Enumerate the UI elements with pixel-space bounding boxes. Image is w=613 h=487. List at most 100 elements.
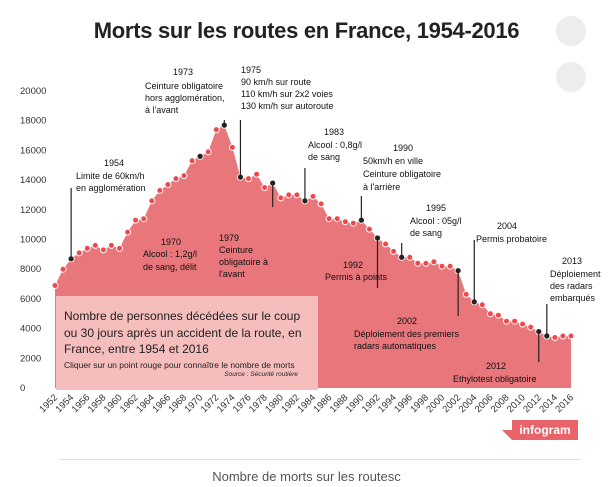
annotation-text: 130 km/h sur autoroute [241,101,334,111]
data-point-1993[interactable] [382,240,390,248]
annotation-text: de sang, délit [143,262,197,272]
annotation-2013: 2013 Déploiement des radars embarqués [544,256,601,339]
annotation-text: Ceinture obligatoire [145,81,223,91]
data-point-1978[interactable] [261,184,269,191]
data-point-2001[interactable] [446,262,454,270]
annotation-text: obligatoire à [219,257,268,267]
data-point-1986[interactable] [325,215,333,223]
annotation-1979: 1979 Ceinture obligatoire à l'avant [219,180,276,279]
data-point-2016[interactable] [567,332,575,340]
data-point-1956[interactable] [83,244,91,252]
data-point-1974[interactable] [228,143,236,151]
annotation-text: Limite de 60km/h [76,171,145,181]
data-point-1999[interactable] [430,258,438,266]
annotation-year: 1983 [324,127,344,137]
annotation-text: embarqués [550,293,596,303]
data-point-2007[interactable] [494,311,502,319]
data-point-1959[interactable] [107,241,115,249]
y-tick-label: 14000 [20,175,46,186]
annotation-marker [536,328,542,335]
data-point-1998[interactable] [422,259,430,267]
annotation-year: 1975 [241,65,261,75]
data-point-1960[interactable] [116,244,123,252]
annotation-text: de sang [308,152,340,162]
annotation-marker [237,174,244,180]
data-point-1968[interactable] [180,172,188,180]
annotation-year: 1970 [161,237,181,247]
data-point-2005[interactable] [478,301,486,309]
data-point-2009[interactable] [511,317,519,325]
data-point-1967[interactable] [172,175,180,183]
data-point-1997[interactable] [414,259,422,267]
data-point-1994[interactable] [390,247,398,255]
annotation-year: 1979 [219,233,239,243]
data-point-2011[interactable] [527,323,535,331]
data-point-1982[interactable] [293,191,301,199]
data-point-2006[interactable] [486,310,494,318]
data-point-2000[interactable] [438,262,446,270]
annotation-marker [358,217,364,223]
data-point-1966[interactable] [164,181,172,189]
data-point-1988[interactable] [341,218,349,226]
data-point-1964[interactable] [148,197,156,205]
annotation-text: Déploiement [550,269,601,279]
data-point-2008[interactable] [503,317,510,325]
data-point-1962[interactable] [132,216,140,224]
annotation-text: Ceinture obligatoire [363,169,441,179]
data-point-2015[interactable] [559,332,567,340]
data-point-1972[interactable] [212,126,220,134]
annotation-year: 1973 [173,67,193,77]
annotation-marker [270,180,276,186]
annotation-marker [221,122,227,128]
data-point-2003[interactable] [462,290,470,298]
data-point-1969[interactable] [188,157,196,165]
annotation-text: des radars [550,281,593,291]
data-point-1961[interactable] [124,228,132,236]
annotation-text: l'avant [219,269,245,279]
data-point-1980[interactable] [277,194,285,202]
data-point-1965[interactable] [156,187,164,194]
annotation-1995: 1995 Alcool : 05g/l de sang [399,203,462,260]
data-point-1977[interactable] [253,170,261,178]
data-point-1953[interactable] [59,265,67,273]
data-point-1957[interactable] [91,241,99,249]
data-point-2010[interactable] [519,320,527,328]
annotation-text: 50km/h en ville [363,156,423,166]
annotation-1975: 1975 90 km/h sur route 110 km/h sur 2x2 vo… [237,65,334,180]
share-icon[interactable] [556,16,586,46]
data-point-1971[interactable] [204,148,212,156]
y-tick-label: 0 [20,383,25,394]
chart-title: Morts sur les routes en France, 1954-201… [93,18,520,43]
data-point-1996[interactable] [406,253,414,261]
annotation-year: 2012 [486,361,506,371]
annotation-marker [197,153,203,159]
annotation-year: 2013 [562,256,582,266]
annotation-marker [302,198,308,204]
data-point-1963[interactable] [140,215,148,223]
data-point-2014[interactable] [551,334,559,341]
annotation-2012: 2012 Ethylotest obligatoire [453,328,542,384]
data-point-1976[interactable] [245,175,252,183]
data-point-1989[interactable] [349,219,357,227]
annotation-text: à l'avant [145,105,179,115]
fullscreen-icon[interactable] [556,62,586,92]
y-tick-label: 12000 [20,205,46,216]
data-point-1955[interactable] [75,249,83,257]
annotation-year: 1995 [426,203,446,213]
data-point-1952[interactable] [51,282,59,289]
infogram-logo[interactable]: infogram [512,420,578,440]
y-tick-label: 20000 [20,86,46,97]
annotation-text: Permis à points [325,272,388,282]
data-point-1984[interactable] [309,192,317,200]
data-point-1958[interactable] [99,246,107,254]
annotation-year: 1992 [343,260,363,270]
annotation-text: de sang [410,228,442,238]
data-point-1981[interactable] [285,191,293,199]
data-point-1985[interactable] [317,200,325,208]
annotation-1954: 1954 Limite de 60km/h en agglomération [68,158,146,262]
data-point-1991[interactable] [365,225,373,233]
data-point-1987[interactable] [333,215,341,223]
annotation-text: Alcool : 05g/l [410,216,462,226]
y-tick-label: 18000 [20,116,46,127]
annotation-text: Déploiement des premiers [354,329,460,339]
